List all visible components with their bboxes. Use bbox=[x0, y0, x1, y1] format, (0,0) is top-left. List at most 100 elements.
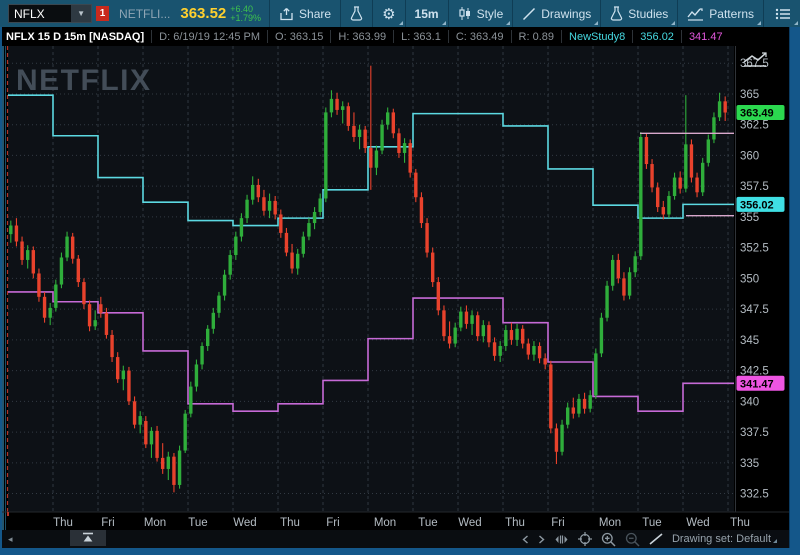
studies-button[interactable]: Studies bbox=[601, 0, 677, 27]
header-high: H: 363.99 bbox=[338, 30, 387, 43]
study-name-label[interactable]: NewStudy8 bbox=[569, 30, 626, 43]
header-low: L: 363.1 bbox=[401, 30, 441, 43]
svg-text:Wed: Wed bbox=[233, 517, 256, 529]
svg-text:335: 335 bbox=[740, 458, 759, 470]
window-border-bottom bbox=[0, 548, 800, 555]
axis-frame bbox=[0, 46, 789, 516]
svg-text:345: 345 bbox=[740, 335, 759, 347]
axis-settings-icon bbox=[743, 52, 767, 67]
zoom-in-icon[interactable] bbox=[601, 532, 616, 547]
zoom-out-icon[interactable] bbox=[625, 532, 640, 547]
menu-list-icon bbox=[775, 8, 791, 20]
svg-text:Fri: Fri bbox=[326, 517, 339, 529]
pan-right-icon[interactable] bbox=[538, 534, 545, 544]
svg-text:350: 350 bbox=[740, 273, 759, 285]
svg-text:Thu: Thu bbox=[505, 517, 525, 529]
svg-text:341.47: 341.47 bbox=[740, 378, 774, 390]
study-lower-value: 341.47 bbox=[688, 30, 723, 43]
svg-text:355: 355 bbox=[740, 212, 759, 224]
candles-layer bbox=[9, 65, 727, 493]
window-border-left bbox=[0, 27, 2, 548]
symbol-input[interactable] bbox=[9, 6, 72, 21]
share-button[interactable]: Share bbox=[270, 0, 340, 27]
svg-text:363.49: 363.49 bbox=[740, 108, 774, 120]
crosshair-icon[interactable] bbox=[577, 532, 592, 546]
studies-flask-icon bbox=[610, 6, 623, 21]
svg-text:365: 365 bbox=[740, 89, 759, 101]
line-tool-icon[interactable] bbox=[649, 533, 663, 545]
symbol-dropdown-button[interactable]: ▼ bbox=[71, 5, 92, 22]
header-range: R: 0.89 bbox=[518, 30, 555, 43]
price-axis-labels: 367.5 365 362.5 360 357.5 355 352.5 350 347.5 345… bbox=[740, 58, 769, 500]
style-button[interactable]: Style bbox=[449, 0, 513, 27]
svg-text:332.5: 332.5 bbox=[740, 489, 769, 501]
pan-left-icon[interactable] bbox=[522, 534, 529, 544]
patterns-button[interactable]: Patterns bbox=[678, 0, 763, 27]
svg-text:356.02: 356.02 bbox=[740, 199, 774, 211]
chart-nav-controls: Drawing set: Default bbox=[522, 532, 789, 547]
svg-text:Tue: Tue bbox=[642, 517, 661, 529]
expand-horizontal-icon[interactable] bbox=[554, 534, 569, 545]
drawing-set-selector[interactable]: Drawing set: Default bbox=[672, 533, 779, 545]
svg-text:342.5: 342.5 bbox=[740, 366, 769, 378]
study-lower-line bbox=[8, 291, 734, 412]
window-scrollbar-right[interactable] bbox=[789, 27, 800, 548]
svg-text:352.5: 352.5 bbox=[740, 243, 769, 255]
chart-menu-button[interactable] bbox=[766, 0, 800, 27]
svg-text:Mon: Mon bbox=[374, 517, 396, 529]
svg-text:Wed: Wed bbox=[686, 517, 709, 529]
symbol-watermark: NETFLIX bbox=[16, 64, 152, 97]
svg-text:Thu: Thu bbox=[53, 517, 73, 529]
svg-text:362.5: 362.5 bbox=[740, 120, 769, 132]
svg-text:Tue: Tue bbox=[418, 517, 437, 529]
chart-header: NFLX 15 D 15m [NASDAQ] D: 6/19/19 12:45 … bbox=[0, 27, 800, 46]
onDemand-button[interactable] bbox=[341, 0, 372, 27]
svg-text:Tue: Tue bbox=[188, 517, 207, 529]
study-upper-line bbox=[8, 94, 734, 227]
wave-pattern-icon bbox=[687, 7, 704, 21]
last-price-label: 363.52 bbox=[180, 5, 227, 22]
chart-title: NFLX 15 D 15m [NASDAQ] bbox=[6, 30, 145, 43]
header-date: D: 6/19/19 12:45 PM bbox=[159, 30, 261, 43]
timeframe-button[interactable]: 15m bbox=[406, 0, 448, 27]
svg-text:Thu: Thu bbox=[280, 517, 300, 529]
collapse-up-icon bbox=[83, 532, 93, 542]
company-name-label: NETFLI... bbox=[119, 6, 171, 21]
chart-toolbar: ▼ 1 NETFLI... 363.52 +6.40 +1.79% Share … bbox=[0, 0, 800, 27]
symbol-input-box[interactable]: ▼ bbox=[8, 4, 93, 23]
share-icon bbox=[279, 7, 294, 21]
extra-level-lines bbox=[640, 132, 734, 217]
svg-text:Fri: Fri bbox=[551, 517, 564, 529]
header-open: O: 363.15 bbox=[275, 30, 324, 43]
pencil-line-icon bbox=[522, 7, 536, 21]
flask-icon bbox=[350, 6, 363, 21]
header-close: C: 363.49 bbox=[455, 30, 504, 43]
candlestick-icon bbox=[458, 6, 472, 21]
gear-icon: ⚙ bbox=[382, 5, 396, 23]
svg-text:Mon: Mon bbox=[144, 517, 166, 529]
study-upper-value: 356.02 bbox=[640, 30, 674, 43]
price-change-label: +6.40 +1.79% bbox=[230, 3, 262, 23]
svg-text:367.5: 367.5 bbox=[740, 58, 769, 70]
svg-text:Thu: Thu bbox=[730, 517, 750, 529]
scroll-left-icon[interactable]: ◂ bbox=[8, 533, 13, 544]
svg-text:Fri: Fri bbox=[101, 517, 114, 529]
svg-text:347.5: 347.5 bbox=[740, 304, 769, 316]
svg-text:Wed: Wed bbox=[458, 517, 481, 529]
price-badges: 363.49 356.02 341.47 bbox=[736, 105, 785, 391]
svg-text:Mon: Mon bbox=[599, 517, 621, 529]
chart-bottom-bar: ◂ bbox=[0, 529, 789, 548]
svg-text:360: 360 bbox=[740, 150, 759, 162]
svg-text:337.5: 337.5 bbox=[740, 427, 769, 439]
svg-text:340: 340 bbox=[740, 396, 759, 408]
study-step-lines bbox=[8, 94, 734, 412]
svg-text:357.5: 357.5 bbox=[740, 181, 769, 193]
alert-count-badge[interactable]: 1 bbox=[96, 6, 110, 21]
time-axis-labels: Thu Fri Mon Tue Wed Thu Fri Mon Tue Wed Thu Fri Mon T… bbox=[53, 517, 750, 529]
expand-panel-tab[interactable] bbox=[70, 529, 106, 546]
settings-button[interactable]: ⚙ bbox=[373, 0, 404, 27]
drawings-button[interactable]: Drawings bbox=[513, 0, 600, 27]
plot-edge-lines bbox=[2, 46, 9, 530]
